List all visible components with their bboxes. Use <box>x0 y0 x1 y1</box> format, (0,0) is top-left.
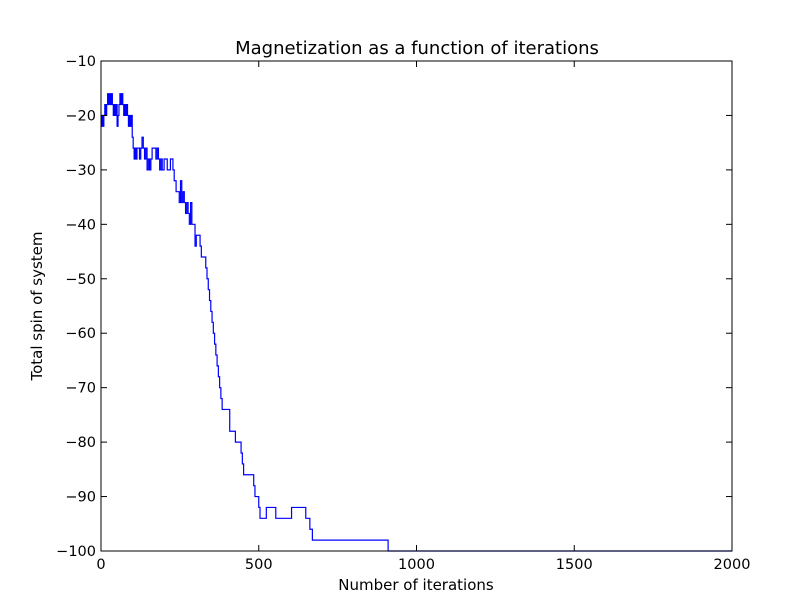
y-tick-label: −100 <box>56 544 96 560</box>
chart-title: Magnetization as a function of iteration… <box>235 38 599 59</box>
y-tick-label: −90 <box>65 490 96 506</box>
series-line-0 <box>101 93 732 552</box>
x-tick-label: 2000 <box>714 557 751 573</box>
y-tick-label: −70 <box>65 381 96 397</box>
axis-ticks: 0 500 1000 1500 2000 −10 −20 −30 −40 −50 −60 −70 −80… <box>56 54 750 573</box>
y-tick-label: −30 <box>65 163 96 179</box>
y-axis-label: Total spin of system <box>28 231 46 381</box>
x-tick-label: 1000 <box>398 557 435 573</box>
y-tick-label: −60 <box>65 326 96 342</box>
x-tick-label: 1500 <box>556 557 593 573</box>
x-tick-label: 0 <box>96 557 105 573</box>
y-tick-label: −50 <box>65 272 96 288</box>
x-tick-label: 500 <box>245 557 273 573</box>
y-tick-label: −40 <box>65 217 96 233</box>
y-tick-label: −20 <box>65 108 96 124</box>
y-tick-label: −10 <box>65 54 96 70</box>
x-axis-label: Number of iterations <box>338 576 494 594</box>
y-tick-label: −80 <box>65 435 96 451</box>
axes-frame <box>100 60 733 552</box>
plot-area <box>101 93 732 552</box>
